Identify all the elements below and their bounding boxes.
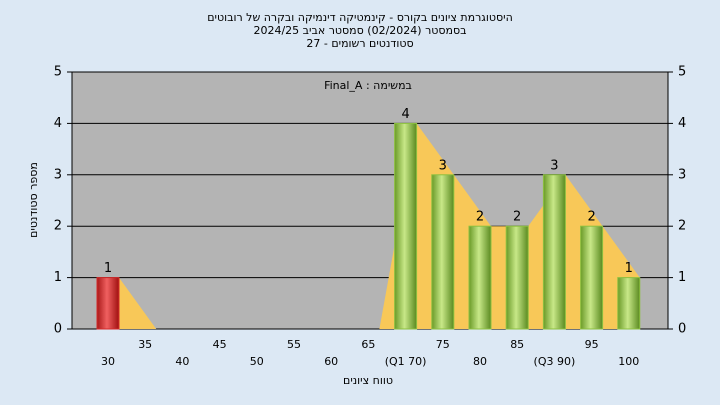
data-label: 2: [587, 210, 595, 225]
title-line: היסטוגרמת ציונים בקורס - קינמטיקה דינמיק…: [207, 11, 513, 24]
x-tick-label: 45: [213, 338, 227, 351]
x-tick-label: (Q3 90): [534, 355, 576, 368]
bar: [394, 122, 418, 330]
x-tick-label: 55: [287, 338, 301, 351]
x-tick-label: (Q1 70): [385, 355, 427, 368]
bar: [431, 174, 455, 330]
y-tick-label: 4: [54, 116, 62, 131]
y2-tick-label: 0: [678, 322, 686, 337]
y2-tick-label: 1: [678, 270, 686, 285]
data-label: 1: [625, 261, 633, 276]
x-tick-label: 30: [101, 355, 115, 368]
y2-tick-label: 2: [678, 219, 686, 234]
x-tick-label: 95: [585, 338, 599, 351]
x-axis-label: טווח ציונים: [343, 374, 393, 387]
data-label: 3: [550, 158, 558, 173]
bar: [617, 277, 641, 330]
bar: [96, 277, 120, 330]
title-line: בסמסטר (02/2024) סמסטר אביב 2024/25: [253, 24, 466, 37]
bar: [580, 225, 604, 330]
title-line: סטודנטים רשומים - 27: [306, 37, 413, 50]
data-label: 4: [401, 107, 409, 122]
x-tick-label: 50: [250, 355, 264, 368]
y-tick-label: 0: [54, 322, 62, 337]
x-tick-label: 40: [175, 355, 189, 368]
x-tick-label: 35: [138, 338, 152, 351]
x-tick-label: 60: [324, 355, 338, 368]
bar: [468, 225, 492, 330]
x-tick-label: 85: [510, 338, 524, 351]
data-label: 1: [104, 261, 112, 276]
y-tick-label: 2: [54, 219, 62, 234]
x-tick-label: 100: [618, 355, 639, 368]
data-label: 2: [476, 210, 484, 225]
y-tick-label: 3: [54, 167, 62, 182]
y-tick-label: 1: [54, 270, 62, 285]
annotation: Final_A : במשימה: [324, 79, 412, 92]
x-tick-label: 75: [436, 338, 450, 351]
bar: [505, 225, 529, 330]
bar: [542, 174, 566, 330]
data-label: 2: [513, 210, 521, 225]
x-tick-label: 65: [361, 338, 375, 351]
y2-tick-label: 3: [678, 167, 686, 182]
x-tick-label: 80: [473, 355, 487, 368]
y2-tick-label: 4: [678, 116, 686, 131]
y2-tick-label: 5: [678, 65, 686, 80]
y-axis-label: מספר סטודנטים: [27, 162, 40, 238]
y-tick-label: 5: [54, 65, 62, 80]
data-label: 3: [439, 158, 447, 173]
